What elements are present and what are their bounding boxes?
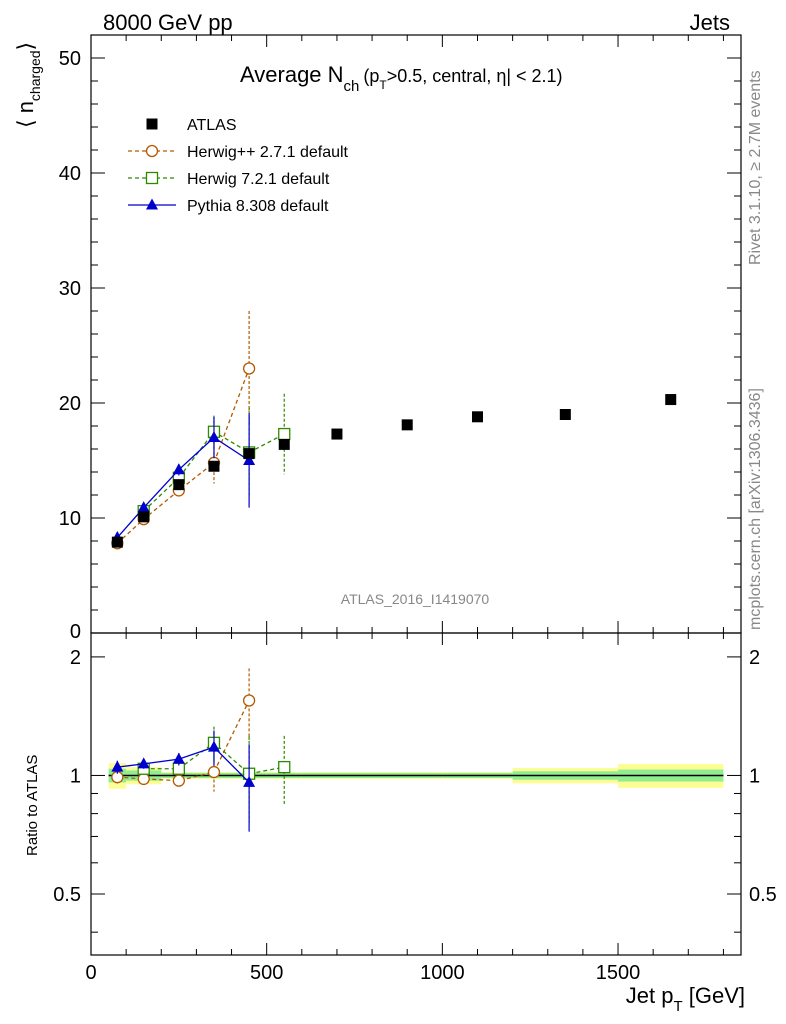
ratio-point bbox=[207, 765, 221, 779]
ratio-axis-ticks: 0 500 1000 1500 0.5 0.5 1 1 2 2 bbox=[53, 633, 777, 984]
rivet-label: Rivet 3.1.10, ≥ 2.7M events bbox=[747, 70, 764, 265]
y-tick-label: 40 bbox=[59, 163, 81, 185]
legend-marker bbox=[145, 144, 159, 158]
ratio-y-tick-label-right: 1 bbox=[749, 765, 760, 787]
legend-label: ATLAS bbox=[187, 117, 237, 134]
y-tick-label-zero: 0 bbox=[70, 621, 81, 643]
legend: ATLAS Herwig++ 2.7.1 default Herwig 7.2.1 … bbox=[128, 117, 349, 215]
legend-marker bbox=[145, 171, 159, 185]
data-point bbox=[242, 362, 256, 375]
ratio-point bbox=[242, 694, 256, 707]
atlas-point bbox=[243, 448, 255, 460]
legend-label: Pythia 8.308 default bbox=[187, 198, 329, 215]
top-axis-ticks: 10 20 30 40 50 0 bbox=[59, 34, 741, 643]
atlas-point bbox=[401, 419, 413, 431]
analysis-label: ATLAS_2016_I1419070 bbox=[341, 591, 490, 607]
ratio-y-tick-label-right: 0.5 bbox=[749, 884, 777, 906]
y-tick-label: 30 bbox=[59, 278, 81, 300]
ratio-panel-frame bbox=[90, 632, 742, 956]
x-axis-title: Jet pT [GeV] bbox=[626, 983, 745, 1015]
atlas-point bbox=[278, 438, 290, 450]
x-tick-label: 0 bbox=[85, 962, 96, 984]
series-line bbox=[116, 368, 250, 544]
data-point bbox=[278, 427, 291, 441]
ratio-point bbox=[137, 757, 150, 769]
ratio-y-tick-label: 2 bbox=[70, 647, 81, 669]
y-axis-title-ratio: Ratio to ATLAS bbox=[24, 755, 41, 856]
atlas-point bbox=[471, 411, 483, 423]
ratio-point bbox=[111, 760, 124, 772]
ratio-point bbox=[137, 772, 150, 786]
data-point bbox=[243, 454, 256, 465]
data-point bbox=[137, 501, 150, 513]
ratio-series-line bbox=[117, 700, 250, 782]
ratio-y-tick-label: 0.5 bbox=[53, 884, 81, 906]
legend-marker bbox=[146, 198, 158, 210]
y-tick-label: 20 bbox=[59, 393, 81, 415]
chart-title: Average Nch(pT>0.5, central, η| < 2.1) bbox=[240, 62, 563, 95]
atlas-point bbox=[138, 511, 150, 523]
atlas-point bbox=[208, 460, 220, 472]
ratio-point bbox=[207, 740, 220, 752]
legend-label: Herwig 7.2.1 default bbox=[187, 171, 330, 188]
ratio-y-tick-label-right: 2 bbox=[749, 647, 760, 669]
y-tick-label: 50 bbox=[59, 48, 81, 70]
ratio-point bbox=[172, 752, 185, 764]
x-tick-label: 1500 bbox=[596, 962, 641, 984]
atlas-point bbox=[331, 428, 343, 440]
ratio-point bbox=[172, 774, 185, 787]
atlas-point bbox=[559, 409, 571, 420]
y-axis-title-top: ⟨ ncharged⟩ bbox=[13, 42, 43, 128]
legend-label: Herwig++ 2.7.1 default bbox=[187, 144, 349, 161]
x-tick-label: 1000 bbox=[420, 962, 465, 984]
x-tick-label: 500 bbox=[250, 962, 283, 984]
atlas-point bbox=[111, 536, 123, 548]
legend-marker bbox=[146, 118, 158, 130]
atlas-point bbox=[665, 394, 677, 406]
process-label: Jets bbox=[690, 10, 730, 35]
mcplots-label: mcplots.cern.ch [arXiv:1306.3436] bbox=[747, 388, 764, 630]
ratio-point bbox=[243, 775, 256, 787]
data-point bbox=[172, 463, 185, 475]
beam-label: 8000 GeV pp bbox=[103, 10, 233, 35]
ratio-y-tick-label: 1 bbox=[70, 765, 81, 787]
ratio-point bbox=[278, 760, 291, 774]
y-tick-label: 10 bbox=[59, 508, 81, 530]
data-point bbox=[207, 431, 220, 442]
atlas-point bbox=[173, 479, 185, 491]
